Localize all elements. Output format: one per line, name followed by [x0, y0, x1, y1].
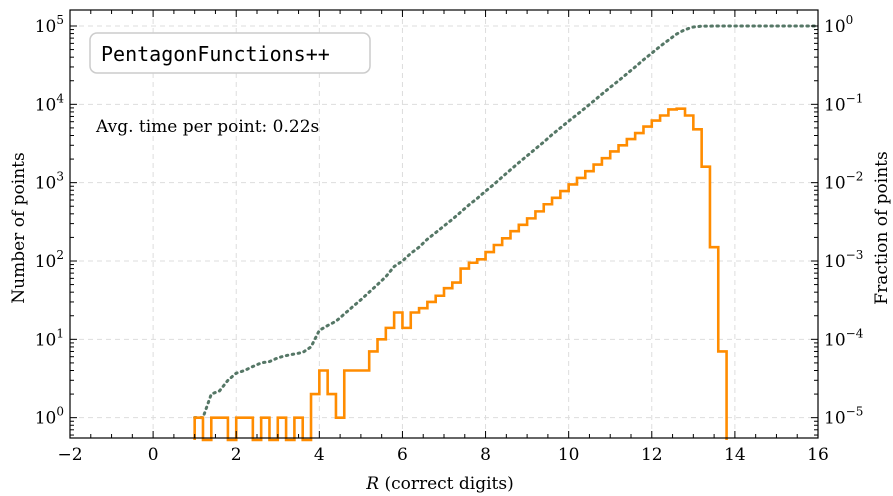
x-tick-label: 0 [148, 445, 159, 465]
grid [69, 10, 819, 438]
legend-box: PentagonFunctions++ [89, 32, 371, 74]
x-tick-label: 6 [397, 445, 408, 465]
ticks [69, 10, 819, 438]
x-tick-label: 2 [231, 445, 242, 465]
y-tick-label-left: 103 [35, 170, 64, 194]
annotation-avg-time: Avg. time per point: 0.22s [95, 117, 319, 137]
y-tick-labels-right: 10−5 10−4 10−3 10−2 10−1 100 [824, 13, 864, 429]
y-tick-label-right: 10−5 [824, 405, 863, 429]
y-axis-label-left: Number of points [9, 152, 29, 303]
x-tick-label: 10 [558, 445, 580, 465]
x-axis-label-rest: (correct digits) [379, 474, 514, 494]
y-tick-label-right: 10−3 [824, 248, 863, 272]
plot-frame [69, 9, 819, 439]
y-tick-label-right: 10−2 [824, 170, 863, 194]
y-tick-label-right: 100 [824, 13, 853, 37]
x-tick-labels: −2 0 2 4 6 8 10 12 14 16 [57, 445, 828, 465]
y-tick-label-left: 101 [35, 326, 64, 350]
x-tick-label: 16 [807, 445, 829, 465]
y-tick-label-left: 102 [35, 248, 64, 272]
legend-box-text: PentagonFunctions++ [101, 42, 330, 66]
y-axis-label-right: Fraction of points [872, 151, 892, 304]
y-tick-label-left: 100 [35, 405, 64, 429]
y-tick-labels-left: 100 101 102 103 104 105 [35, 13, 65, 429]
x-tick-label: 8 [480, 445, 491, 465]
x-tick-label: −2 [57, 445, 82, 465]
y-tick-label-right: 10−4 [824, 326, 864, 350]
x-tick-label: 12 [641, 445, 663, 465]
histogram-step-line [193, 107, 728, 442]
cumulative-fraction-line [193, 24, 820, 420]
cumulative-series [193, 24, 820, 420]
x-tick-label: 4 [314, 445, 325, 465]
x-tick-label: 14 [724, 445, 746, 465]
x-axis-label-var: R [365, 474, 379, 494]
y-tick-label-left: 104 [35, 91, 65, 115]
y-tick-label-right: 10−1 [824, 91, 863, 115]
histogram-series [193, 107, 728, 442]
y-tick-label-left: 105 [35, 13, 64, 37]
x-axis-label: R (correct digits) [365, 474, 514, 494]
